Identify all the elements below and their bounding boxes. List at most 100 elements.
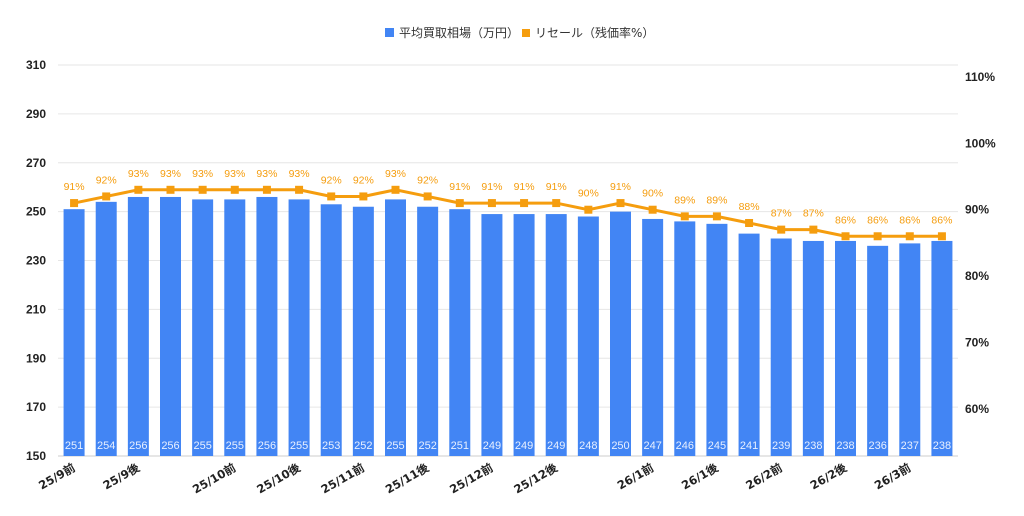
line-point bbox=[712, 212, 721, 221]
bar bbox=[481, 214, 503, 456]
bar bbox=[224, 199, 246, 456]
left-tick-label: 230 bbox=[26, 254, 46, 268]
line-point bbox=[327, 192, 336, 201]
x-tick-label: 26/3前 bbox=[872, 460, 914, 492]
bar-value-label: 239 bbox=[772, 440, 790, 452]
line-value-label: 93% bbox=[385, 168, 406, 180]
left-tick-label: 250 bbox=[26, 205, 46, 219]
line-value-label: 87% bbox=[803, 208, 824, 220]
bar-value-label: 251 bbox=[65, 440, 83, 452]
line-point bbox=[359, 192, 368, 201]
bar bbox=[449, 209, 471, 456]
line-point bbox=[873, 232, 882, 241]
bar-value-label: 255 bbox=[386, 440, 404, 452]
bar bbox=[931, 240, 953, 456]
bar-value-label: 250 bbox=[611, 440, 629, 452]
legend-label-line: リセール（残価率%） bbox=[535, 25, 654, 40]
bar bbox=[802, 240, 824, 456]
line-point bbox=[809, 225, 818, 234]
legend-label-bar: 平均買取相場（万円） bbox=[399, 26, 519, 40]
line-value-label: 89% bbox=[674, 194, 695, 206]
line-value-label: 90% bbox=[642, 188, 663, 200]
bar-value-label: 253 bbox=[322, 440, 340, 452]
left-tick-label: 190 bbox=[26, 351, 46, 365]
bar bbox=[738, 233, 760, 456]
resale-line bbox=[73, 188, 942, 238]
x-tick-label: 25/10前 bbox=[190, 460, 239, 496]
line-point bbox=[391, 185, 400, 194]
bar bbox=[385, 199, 406, 456]
left-tick-label: 310 bbox=[26, 58, 46, 72]
line-value-label: 86% bbox=[867, 214, 888, 226]
bar bbox=[674, 221, 696, 456]
x-tick-label: 25/9後 bbox=[100, 460, 142, 492]
line-value-label: 93% bbox=[160, 168, 181, 180]
bar-value-label: 251 bbox=[451, 440, 469, 452]
bar-value-label: 238 bbox=[804, 440, 822, 452]
right-tick-label: 70% bbox=[965, 335, 989, 349]
line-point bbox=[102, 192, 111, 201]
bar-value-label: 252 bbox=[418, 440, 436, 452]
line-point bbox=[937, 232, 946, 241]
x-tick-label: 25/10後 bbox=[254, 460, 303, 496]
line-point bbox=[616, 199, 625, 208]
right-tick-label: 60% bbox=[965, 402, 989, 416]
bar-value-label: 256 bbox=[129, 440, 147, 452]
left-tick-label: 210 bbox=[26, 302, 46, 316]
line-point bbox=[745, 218, 754, 227]
line-value-label: 93% bbox=[128, 168, 149, 180]
left-tick-label: 150 bbox=[26, 449, 46, 463]
bar bbox=[770, 238, 792, 456]
bar-value-label: 236 bbox=[868, 440, 886, 452]
line-point bbox=[166, 185, 175, 194]
bar bbox=[642, 218, 664, 456]
bar bbox=[545, 214, 567, 456]
line-value-label: 92% bbox=[417, 174, 438, 186]
bar-value-label: 249 bbox=[547, 440, 565, 452]
bar-value-label: 249 bbox=[483, 440, 501, 452]
line-value-label: 91% bbox=[514, 181, 535, 193]
bar bbox=[95, 201, 117, 456]
x-tick-label: 26/2前 bbox=[743, 460, 785, 492]
line-point bbox=[487, 199, 496, 208]
line-value-label: 86% bbox=[931, 214, 952, 226]
line-point bbox=[230, 185, 239, 194]
line-point bbox=[680, 212, 689, 221]
bar-value-label: 248 bbox=[579, 440, 597, 452]
line-value-label: 93% bbox=[289, 168, 310, 180]
line-point bbox=[520, 199, 529, 208]
x-tick-label: 26/2後 bbox=[808, 460, 850, 492]
bar-value-label: 254 bbox=[97, 440, 115, 452]
bar-value-label: 256 bbox=[161, 440, 179, 452]
bar-value-label: 255 bbox=[193, 440, 211, 452]
left-tick-label: 290 bbox=[26, 107, 46, 121]
bar-value-label: 256 bbox=[258, 440, 276, 452]
bar bbox=[610, 211, 631, 456]
x-tick-label: 25/9前 bbox=[36, 460, 78, 492]
bar bbox=[192, 199, 214, 456]
line-value-label: 92% bbox=[96, 174, 117, 186]
bar bbox=[835, 240, 856, 456]
left-tick-label: 270 bbox=[26, 156, 46, 170]
bar-value-label: 255 bbox=[226, 440, 244, 452]
line-point bbox=[198, 185, 207, 194]
line-value-label: 87% bbox=[771, 208, 792, 220]
right-tick-label: 80% bbox=[965, 269, 989, 283]
bar bbox=[288, 199, 310, 456]
line-value-label: 89% bbox=[706, 194, 727, 206]
bar bbox=[256, 196, 278, 456]
line-point bbox=[584, 205, 593, 214]
line-value-label: 93% bbox=[256, 168, 277, 180]
bar-value-label: 238 bbox=[933, 440, 951, 452]
line-value-label: 92% bbox=[321, 174, 342, 186]
legend-swatch-bar bbox=[385, 28, 394, 37]
legend-swatch-line bbox=[522, 29, 530, 37]
bar bbox=[513, 214, 535, 456]
bar-value-label: 255 bbox=[290, 440, 308, 452]
line-value-label: 86% bbox=[899, 214, 920, 226]
line-point bbox=[423, 192, 432, 201]
right-tick-label: 110% bbox=[965, 70, 995, 84]
line-value-label: 91% bbox=[481, 181, 502, 193]
line-point bbox=[262, 185, 271, 194]
